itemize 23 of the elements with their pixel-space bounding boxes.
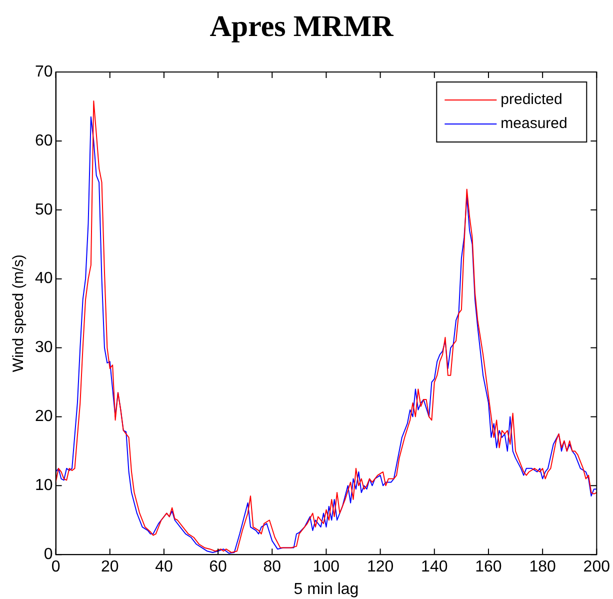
- legend-label: predicted: [500, 91, 562, 108]
- y-tick-label: 70: [35, 63, 53, 80]
- y-tick-label: 10: [35, 477, 53, 494]
- y-tick-label: 20: [35, 408, 53, 426]
- x-tick-label: 160: [475, 558, 502, 576]
- y-tick-label: 60: [35, 132, 53, 150]
- y-tick-label: 50: [35, 201, 53, 218]
- x-tick-label: 100: [312, 558, 340, 576]
- y-tick-label: 0: [44, 546, 53, 564]
- x-tick-label: 20: [100, 558, 119, 576]
- x-tick-label: 40: [155, 558, 173, 576]
- x-tick-label: 60: [209, 558, 228, 576]
- chart-title: Apres MRMR: [210, 10, 394, 43]
- y-tick-label: 30: [35, 339, 53, 356]
- legend-label: measured: [500, 115, 568, 132]
- x-axis-title: 5 min lag: [294, 580, 359, 598]
- x-tick-label: 140: [421, 558, 448, 576]
- y-axis-title: Wind speed (m/s): [10, 254, 28, 372]
- x-tick-label: 80: [263, 558, 282, 576]
- x-tick-label: 180: [529, 558, 556, 576]
- y-tick-label: 40: [35, 270, 53, 288]
- x-tick-label: 120: [366, 558, 394, 576]
- x-tick-label: 200: [583, 558, 610, 576]
